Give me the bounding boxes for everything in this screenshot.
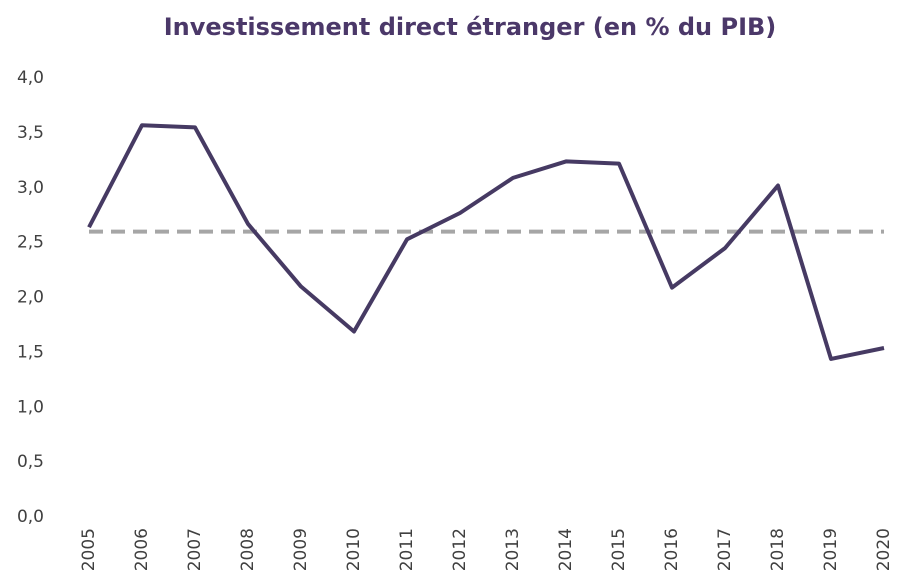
x-tick-label: 2010 bbox=[344, 528, 364, 571]
x-tick-label: 2018 bbox=[768, 528, 788, 571]
y-tick-label: 0,5 bbox=[17, 452, 44, 472]
x-tick-label: 2017 bbox=[715, 528, 735, 571]
x-tick-label: 2013 bbox=[503, 528, 523, 571]
y-tick-label: 1,0 bbox=[17, 397, 44, 417]
x-tick-label: 2009 bbox=[291, 528, 311, 571]
y-tick-label: 2,5 bbox=[17, 233, 44, 253]
x-tick-label: 2014 bbox=[556, 528, 576, 571]
x-tick-label: 2007 bbox=[185, 528, 205, 571]
x-tick-label: 2008 bbox=[238, 528, 258, 571]
x-tick-label: 2012 bbox=[450, 528, 470, 571]
x-tick-label: 2016 bbox=[662, 528, 682, 571]
x-tick-label: 2019 bbox=[821, 528, 841, 571]
x-tick-label: 2005 bbox=[79, 528, 99, 571]
x-tick-label: 2020 bbox=[874, 528, 894, 571]
y-tick-label: 2,0 bbox=[17, 288, 44, 308]
y-tick-label: 3,5 bbox=[17, 123, 44, 143]
chart-title: Investissement direct étranger (en % du … bbox=[164, 13, 777, 41]
data-line bbox=[87, 123, 885, 361]
x-tick-label: 2011 bbox=[397, 528, 417, 571]
x-tick-label: 2006 bbox=[132, 528, 152, 571]
x-tick-label: 2015 bbox=[609, 528, 629, 571]
y-tick-label: 1,5 bbox=[17, 342, 44, 362]
y-tick-label: 3,0 bbox=[17, 178, 44, 198]
y-tick-label: 4,0 bbox=[17, 68, 44, 88]
y-tick-label: 0,0 bbox=[17, 507, 44, 527]
